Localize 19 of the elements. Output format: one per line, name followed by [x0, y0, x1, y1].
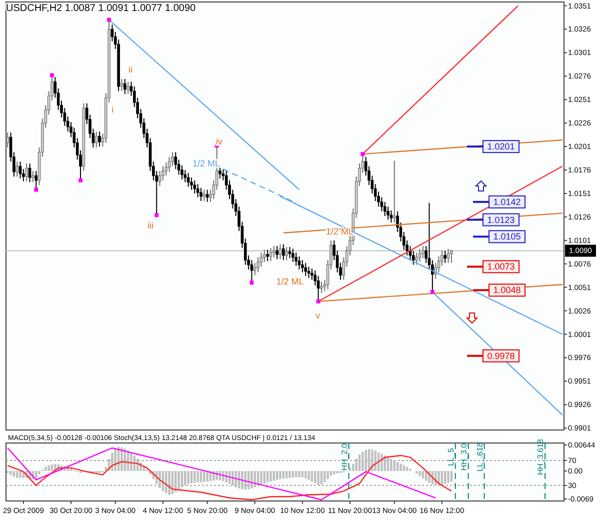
annotation: LL_5 — [446, 448, 456, 466]
annotation: 1.0201 — [487, 142, 515, 152]
annotation: v — [316, 310, 321, 320]
annotation: HH_2.0 — [340, 442, 349, 471]
annotation: ii — [128, 64, 133, 74]
annotation: LL_.618 — [475, 442, 484, 472]
annotation: 1.0048 — [493, 285, 521, 296]
annotation: 1/2 ML — [276, 276, 304, 286]
annotation: iii — [147, 220, 154, 230]
annotation: HH_3.0 — [459, 442, 468, 471]
annotation: 1.0073 — [487, 262, 515, 272]
annotation: 0.9978 — [487, 350, 515, 361]
annotation: 1.0142 — [493, 196, 521, 207]
annotation: iv — [216, 136, 223, 146]
annotation: 1.0105 — [493, 232, 521, 242]
annotation: HH_3.618 — [536, 438, 546, 476]
annotation: i — [112, 104, 114, 114]
chart-title: USDCHF,H2 1.0087 1.0091 1.0077 1.0090 — [6, 3, 196, 14]
annotation: 1.0123 — [487, 214, 515, 225]
